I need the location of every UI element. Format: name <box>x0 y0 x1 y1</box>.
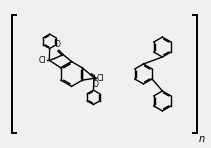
Text: O: O <box>93 80 99 89</box>
Text: Cl: Cl <box>97 74 104 83</box>
Text: n: n <box>199 134 205 144</box>
Text: Cl: Cl <box>39 56 46 65</box>
Text: O: O <box>55 40 61 49</box>
